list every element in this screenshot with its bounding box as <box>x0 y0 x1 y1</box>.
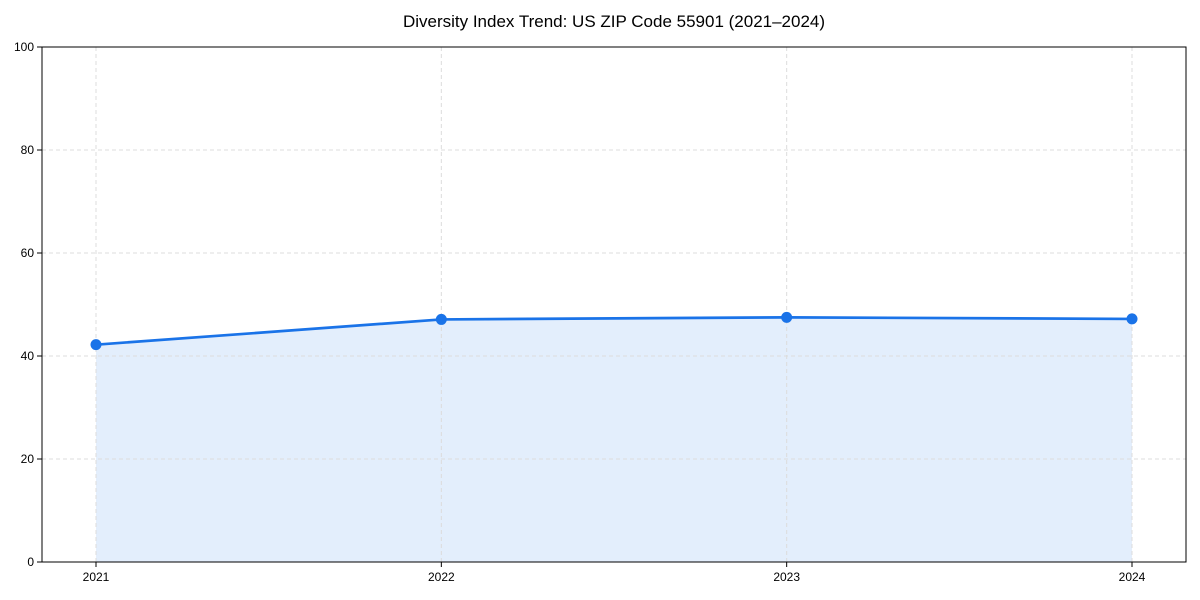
data-point-marker <box>781 311 793 323</box>
data-point-marker <box>90 339 102 351</box>
x-tick-label: 2023 <box>773 570 800 584</box>
data-point-marker <box>1126 313 1138 325</box>
plot-border <box>41 46 1187 563</box>
y-tick-label: 40 <box>21 349 35 363</box>
chart-title: Diversity Index Trend: US ZIP Code 55901… <box>402 12 826 31</box>
x-tick-label: 2022 <box>428 570 455 584</box>
y-tick-label: 100 <box>14 40 34 54</box>
y-tick-label: 20 <box>21 452 35 466</box>
y-tick-label: 80 <box>21 143 35 157</box>
data-point-marker <box>435 313 447 325</box>
x-tick-label: 2021 <box>83 570 110 584</box>
trend-line <box>94 316 1134 347</box>
y-tick-label: 60 <box>21 246 35 260</box>
y-tick-label: 0 <box>27 555 34 569</box>
area-fill <box>96 317 1132 562</box>
x-tick-label: 2024 <box>1119 570 1146 584</box>
